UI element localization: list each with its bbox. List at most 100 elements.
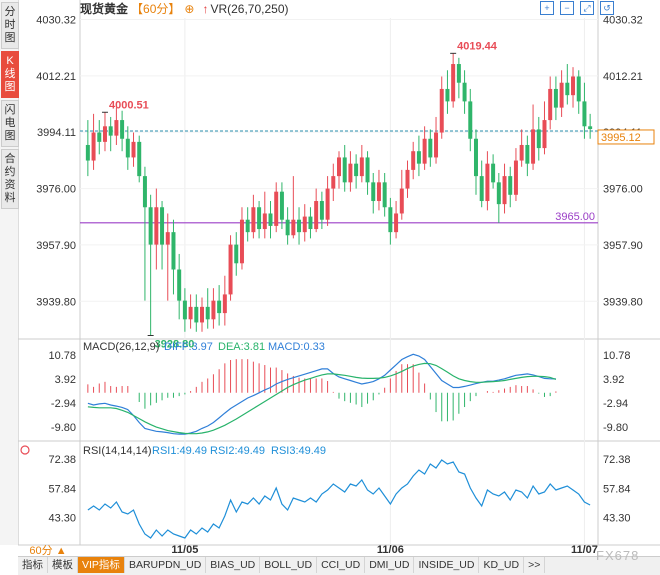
- period-selector[interactable]: 60分 ▲: [29, 545, 67, 557]
- candle-body: [125, 138, 130, 158]
- crosshair-icon[interactable]: ⊕: [184, 2, 195, 16]
- reset-icon[interactable]: ↺: [600, 1, 614, 15]
- candle-body: [359, 157, 364, 177]
- candle-body: [131, 141, 136, 158]
- macd-tick-left: 3.92: [55, 374, 76, 386]
- candle-body: [519, 144, 524, 161]
- macd-tick-right: 10.78: [603, 350, 631, 362]
- rsi-tick-left: 43.30: [48, 512, 76, 524]
- rsi-tick-left: 57.84: [48, 483, 76, 495]
- candle-body: [137, 141, 142, 177]
- candle-body: [462, 82, 467, 102]
- candle-body: [331, 176, 336, 189]
- candle-body: [451, 64, 456, 102]
- indicator-arrow-icon: ↑: [202, 2, 209, 16]
- price-tick-right: 4012.21: [603, 71, 643, 83]
- candle-body: [217, 300, 222, 314]
- macd-dea-line: [87, 362, 557, 435]
- tab-vip-indicator[interactable]: VIP指标: [78, 557, 125, 573]
- tab-boll[interactable]: BOLL_UD: [260, 557, 318, 573]
- rsi-title: RSI(14,14,14): [83, 445, 151, 457]
- tab-template[interactable]: 模板: [48, 557, 78, 573]
- macd-tick-left: -2.94: [51, 398, 76, 410]
- candle-body: [525, 144, 530, 164]
- tab-cci[interactable]: CCI_UD: [317, 557, 366, 573]
- high-price-label: 4019.44: [457, 40, 498, 52]
- candle-body: [376, 182, 381, 202]
- candle-body: [222, 294, 227, 314]
- candle-body: [388, 207, 393, 233]
- candle-body: [142, 176, 147, 208]
- macd-dea-label: DEA:3.81: [218, 341, 265, 353]
- candle-body: [496, 182, 501, 205]
- current-price-label: 3995.12: [601, 132, 641, 144]
- rsi-line: [87, 459, 591, 539]
- candle-body: [416, 151, 421, 164]
- macd-tick-left: -9.80: [51, 422, 76, 434]
- candle-body: [559, 82, 564, 108]
- tab-flash-chart[interactable]: 闪电图: [1, 100, 19, 147]
- x-tick-label: 11/06: [377, 544, 404, 556]
- x-tick-label: 11/05: [171, 544, 198, 556]
- tab-kline-chart[interactable]: K线图: [1, 51, 19, 98]
- tab-more[interactable]: >>: [524, 557, 546, 573]
- period-label[interactable]: 【60分】: [131, 2, 181, 16]
- vr-indicator-label[interactable]: VR(26,70,250): [210, 2, 289, 16]
- zoom-out-icon[interactable]: −: [560, 1, 574, 15]
- macd-tick-right: -2.94: [603, 398, 628, 410]
- price-tick-left: 3994.11: [37, 127, 76, 139]
- candle-body: [120, 120, 125, 139]
- candle-body: [434, 132, 439, 158]
- tab-bias[interactable]: BIAS_UD: [206, 557, 261, 573]
- left-high-label: 4000.51: [109, 99, 149, 111]
- candle-body: [536, 129, 541, 149]
- macd-title: MACD(26,12,9): [83, 341, 159, 353]
- rsi3-label: RSI3:49.49: [271, 445, 326, 457]
- settings-gear-icon: [20, 445, 30, 455]
- candle-body: [114, 120, 119, 136]
- tab-barupdn[interactable]: BARUPDN_UD: [125, 557, 207, 573]
- zoom-in-icon[interactable]: +: [540, 1, 554, 15]
- candle-body: [188, 306, 193, 320]
- candle-body: [371, 182, 376, 202]
- candle-body: [91, 132, 96, 161]
- candle-body: [325, 188, 330, 220]
- expand-icon[interactable]: ⤢: [580, 1, 594, 15]
- candle-body: [200, 306, 205, 323]
- candle-body: [588, 126, 593, 130]
- price-tick-left: 3976.00: [36, 184, 76, 196]
- candle-body: [108, 126, 113, 136]
- candle-body: [194, 306, 199, 323]
- candle-body: [491, 163, 496, 183]
- candle-body: [245, 219, 250, 233]
- candle-body: [513, 160, 518, 195]
- rsi-tick-right: 57.84: [603, 483, 631, 495]
- price-tick-right: 3976.00: [603, 184, 643, 196]
- side-tabs: 分时图 K线图 闪电图 合约资料: [0, 0, 19, 545]
- indicator-tabs: 指标 模板 VIP指标 BARUPDN_UD BIAS_UD BOLL_UD CCI_UD D…: [18, 556, 660, 575]
- price-tick-right: 3939.80: [603, 296, 643, 308]
- candle-body: [228, 244, 233, 295]
- candle-body: [576, 76, 581, 102]
- tab-inside[interactable]: INSIDE_UD: [414, 557, 480, 573]
- candle-body: [571, 76, 576, 96]
- candle-body: [148, 207, 153, 245]
- tab-time-chart[interactable]: 分时图: [1, 2, 19, 49]
- macd-value-label: MACD:0.33: [268, 341, 325, 353]
- rsi-tick-left: 72.38: [48, 454, 76, 466]
- tab-dmi[interactable]: DMI_UD: [365, 557, 415, 573]
- instrument-title: 现货黄金: [80, 2, 129, 16]
- candle-body: [268, 213, 273, 226]
- candle-body: [291, 219, 296, 236]
- tab-kd[interactable]: KD_UD: [479, 557, 525, 573]
- tab-contract-info[interactable]: 合约资料: [1, 149, 19, 209]
- candle-body: [542, 120, 547, 149]
- candle-body: [582, 101, 587, 127]
- candle-body: [262, 213, 267, 230]
- tab-indicator[interactable]: 指标: [18, 557, 48, 573]
- candle-body: [154, 207, 159, 245]
- low-price-label: 3928.80: [155, 339, 195, 351]
- candle-body: [102, 126, 107, 142]
- price-tick-left: 4012.21: [36, 71, 76, 83]
